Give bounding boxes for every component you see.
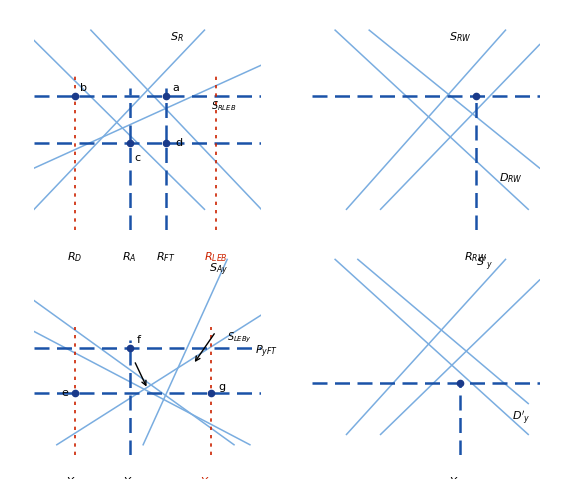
Text: $S_{LEBy}$: $S_{LEBy}$ xyxy=(227,331,252,345)
Text: $S'_y$: $S'_y$ xyxy=(476,255,493,273)
Text: $R_{FT}$: $R_{FT}$ xyxy=(156,251,176,264)
Text: $D_{RW}$: $D_{RW}$ xyxy=(499,171,523,185)
Text: c: c xyxy=(134,153,140,163)
Text: $R_D$: $R_D$ xyxy=(68,251,82,264)
Text: $Y_{LEB}$: $Y_{LEB}$ xyxy=(200,476,223,479)
Text: $R_A$: $R_A$ xyxy=(122,251,137,264)
Text: $S_R$: $S_R$ xyxy=(170,30,184,44)
Text: $S_{RLEB}$: $S_{RLEB}$ xyxy=(211,100,236,113)
Text: $P_{yFT}$: $P_{yFT}$ xyxy=(255,344,278,360)
Text: d: d xyxy=(175,138,182,148)
Text: f: f xyxy=(136,335,140,345)
Text: $Y_{RW}$: $Y_{RW}$ xyxy=(449,476,471,479)
Text: $Y_{FT}$: $Y_{FT}$ xyxy=(66,476,84,479)
Text: a: a xyxy=(173,83,179,93)
Text: $D'_y$: $D'_y$ xyxy=(512,409,531,427)
Text: $S_{RW}$: $S_{RW}$ xyxy=(449,30,471,44)
Text: b: b xyxy=(80,83,86,93)
Text: $Y_A$: $Y_A$ xyxy=(123,476,136,479)
Text: e: e xyxy=(61,388,68,398)
Text: $R_{LEB}$: $R_{LEB}$ xyxy=(204,251,228,264)
Text: $S_{Ay}$: $S_{Ay}$ xyxy=(209,262,228,278)
Text: $R_{RW}$: $R_{RW}$ xyxy=(465,251,487,264)
Text: g: g xyxy=(218,382,225,392)
